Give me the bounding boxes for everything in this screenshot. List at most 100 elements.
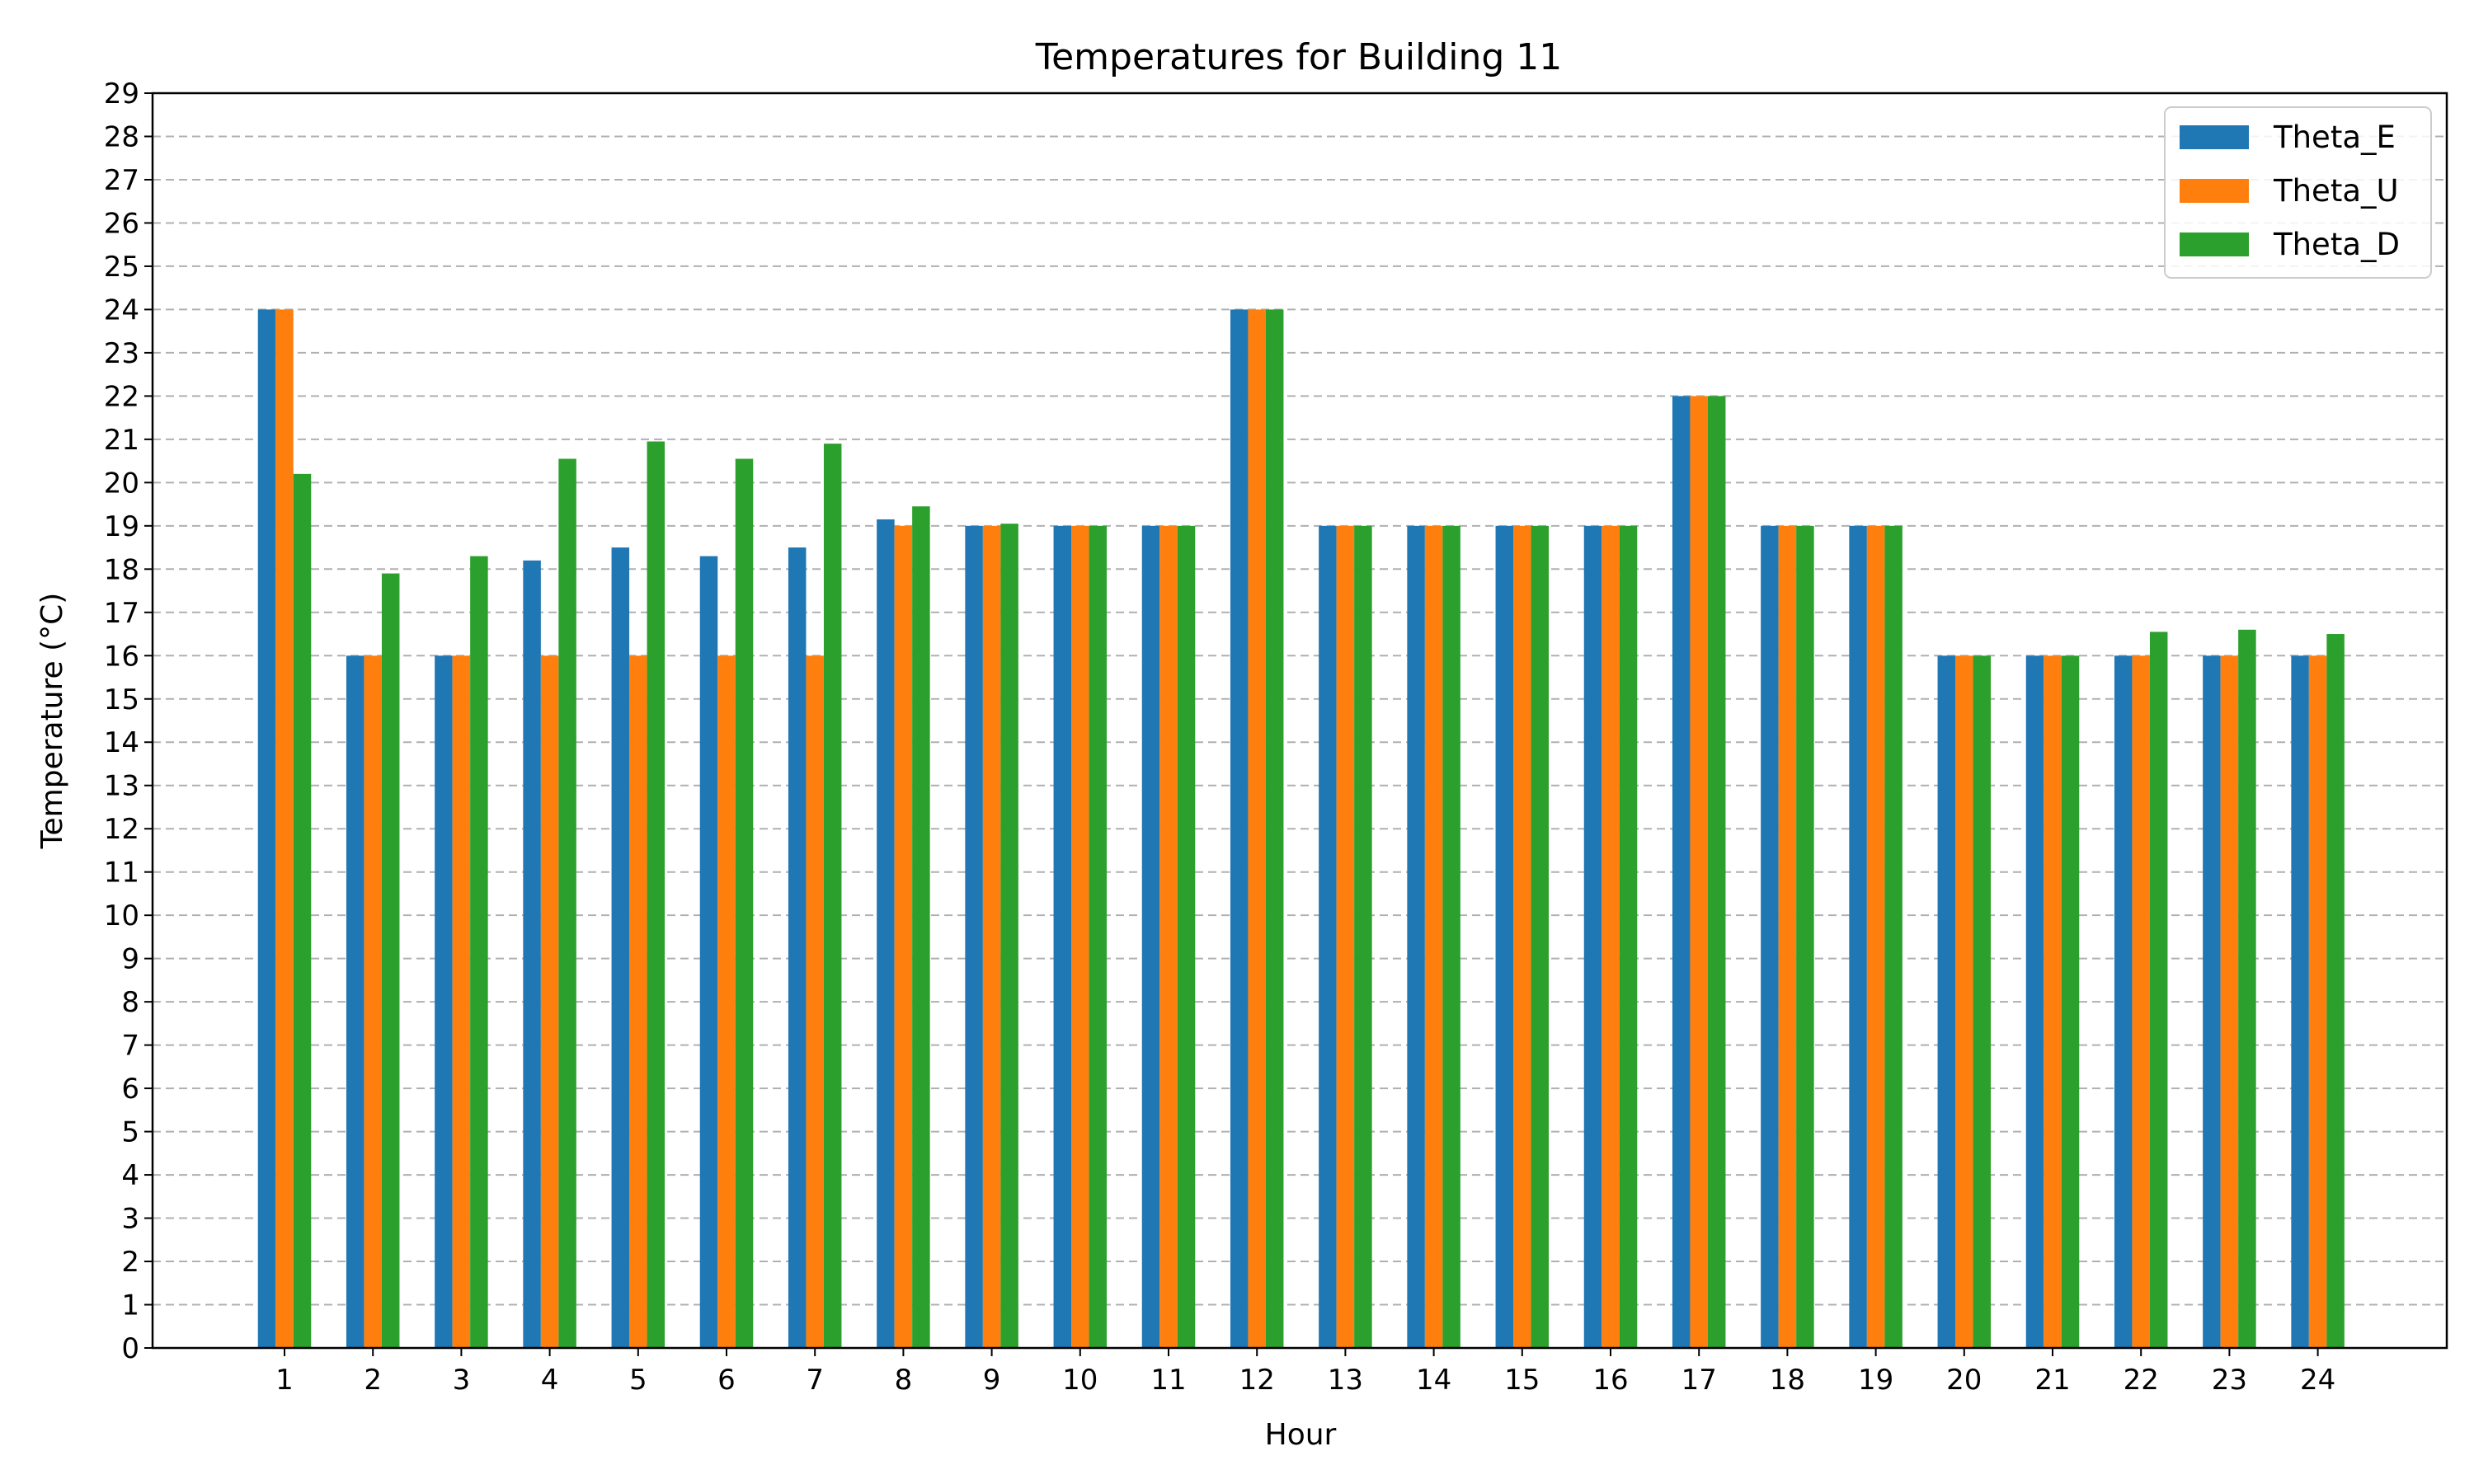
bar (257, 309, 276, 1348)
y-tick-label: 1 (121, 1289, 139, 1322)
bar (2203, 655, 2221, 1348)
x-tick-label: 9 (983, 1364, 1001, 1397)
y-tick-label: 28 (104, 120, 139, 153)
y-tick-label: 2 (121, 1246, 139, 1279)
x-tick-label: 8 (895, 1364, 913, 1397)
bar (1583, 525, 1602, 1348)
y-tick-label: 24 (104, 294, 139, 326)
y-tick-label: 10 (104, 899, 139, 932)
y-tick-label: 4 (121, 1159, 139, 1192)
bar (2149, 632, 2168, 1348)
bar (1761, 525, 1779, 1348)
y-tick-label: 5 (121, 1116, 139, 1149)
x-tick-label: 7 (806, 1364, 824, 1397)
bar (2291, 655, 2309, 1348)
y-tick-label: 11 (104, 857, 139, 890)
bar (1442, 525, 1460, 1348)
x-tick-label: 3 (453, 1364, 471, 1397)
bar (717, 655, 736, 1348)
bar (381, 573, 400, 1348)
chart-title: Temperatures for Building 11 (1035, 36, 1563, 78)
legend-swatch (2180, 179, 2249, 203)
bar (1354, 525, 1372, 1348)
bar (1000, 524, 1018, 1348)
bar (1513, 525, 1531, 1348)
y-tick-label: 15 (104, 683, 139, 716)
bar (1407, 525, 1425, 1348)
bar (540, 655, 559, 1348)
y-tick-label: 3 (121, 1203, 139, 1236)
x-tick-label: 14 (1416, 1364, 1451, 1397)
y-tick-label: 21 (104, 424, 139, 457)
x-tick-label: 24 (2300, 1364, 2335, 1397)
bars (257, 309, 2345, 1349)
legend-swatch (2180, 232, 2249, 256)
bar (435, 655, 453, 1348)
bar (1778, 525, 1797, 1348)
y-tick-label: 9 (121, 943, 139, 976)
legend: Theta_E Theta_U Theta_D (2164, 106, 2432, 279)
bar (1531, 525, 1550, 1348)
legend-label: Theta_E (2273, 120, 2396, 155)
bar (1053, 525, 1072, 1348)
bar (894, 525, 913, 1348)
plot-frame (151, 92, 2448, 1350)
bar (1955, 655, 1973, 1348)
y-tick-label: 25 (104, 251, 139, 284)
bar (1265, 309, 1284, 1348)
bar (1230, 309, 1249, 1348)
bar (275, 309, 294, 1348)
x-tick-label: 4 (541, 1364, 559, 1397)
x-tick-label: 11 (1150, 1364, 1186, 1397)
bar (364, 655, 382, 1348)
bar (877, 519, 895, 1348)
bar (1159, 525, 1178, 1348)
bar (611, 547, 630, 1348)
bar (1884, 525, 1903, 1348)
y-axis-title: Temperature (°C) (35, 593, 69, 850)
bar (1071, 525, 1089, 1348)
legend-label: Theta_D (2273, 227, 2400, 262)
y-tick-label: 19 (104, 510, 139, 543)
bar (2114, 655, 2133, 1348)
y-tick-label: 6 (121, 1073, 139, 1106)
y-tick-label: 27 (104, 164, 139, 197)
bar (1619, 525, 1638, 1348)
x-tick-label: 23 (2212, 1364, 2247, 1397)
bar (1248, 309, 1266, 1348)
bar (806, 655, 824, 1348)
y-tick-label: 13 (104, 770, 139, 803)
series-Theta_D (293, 309, 2345, 1349)
bar (2326, 634, 2345, 1348)
bar (788, 547, 807, 1348)
x-tick-label: 6 (717, 1364, 736, 1397)
x-tick-label: 13 (1328, 1364, 1363, 1397)
x-tick-label: 10 (1062, 1364, 1098, 1397)
bar (1089, 525, 1108, 1348)
bar (470, 556, 488, 1348)
x-tick-label: 5 (629, 1364, 647, 1397)
y-tick-label: 17 (104, 597, 139, 630)
bar (1424, 525, 1443, 1348)
bar (1973, 655, 1992, 1348)
y-tick-label: 20 (104, 467, 139, 500)
bar (912, 506, 930, 1348)
bar (1336, 525, 1355, 1348)
bar (2308, 655, 2327, 1348)
y-tick-label: 0 (121, 1332, 139, 1365)
bar (1849, 525, 1867, 1348)
y-tick-label: 14 (104, 726, 139, 759)
bar (1707, 396, 1726, 1349)
y-tick-label: 7 (121, 1030, 139, 1063)
series-Theta_U (275, 309, 2327, 1349)
x-tick-label: 18 (1770, 1364, 1805, 1397)
x-axis-title: Hour (1265, 1418, 1337, 1452)
bar (629, 655, 647, 1348)
x-tick-label: 17 (1681, 1364, 1717, 1397)
x-tick-label: 12 (1239, 1364, 1275, 1397)
bar (558, 458, 576, 1349)
bar (1796, 525, 1814, 1348)
x-tick-label: 21 (2034, 1364, 2070, 1397)
legend-label: Theta_U (2273, 173, 2399, 209)
